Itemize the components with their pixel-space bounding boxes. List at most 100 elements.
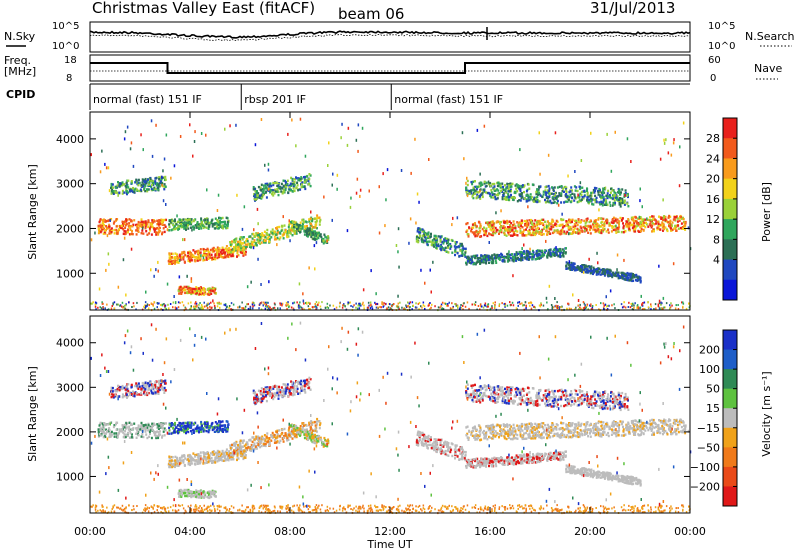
power-cell	[503, 303, 506, 306]
power-cell	[193, 226, 196, 230]
power-cell	[595, 269, 598, 272]
power-cell	[634, 279, 637, 282]
power-cell	[207, 257, 210, 260]
power-cell	[503, 232, 506, 235]
power-cell	[602, 228, 605, 231]
power-cell	[152, 303, 154, 306]
power-cell	[409, 217, 412, 221]
power-cell	[529, 198, 532, 201]
power-cell	[169, 261, 172, 264]
power-cell	[504, 304, 506, 307]
power-cell	[440, 248, 443, 252]
power-cell	[230, 254, 233, 258]
power-cell	[514, 233, 517, 236]
power-cell	[196, 291, 198, 294]
power-cell	[110, 182, 113, 186]
power-cell	[317, 236, 320, 240]
power-cell	[155, 268, 157, 272]
power-cell	[500, 209, 502, 213]
power-cell	[595, 187, 598, 190]
power-cell	[507, 233, 510, 236]
power-cell	[627, 205, 630, 208]
power-cell	[418, 231, 420, 234]
power-cell	[583, 229, 586, 232]
power-cell	[179, 224, 182, 228]
power-cell	[511, 228, 514, 232]
power-cell	[361, 303, 364, 306]
power-cell	[525, 228, 527, 231]
power-cell	[548, 195, 551, 198]
power-cell	[647, 306, 650, 309]
power-cell	[435, 238, 438, 241]
power-cell	[684, 228, 687, 231]
power-cell	[455, 304, 457, 307]
power-cell	[670, 302, 672, 305]
power-cell	[555, 253, 558, 257]
power-cell	[123, 222, 126, 226]
power-cell	[551, 186, 553, 189]
power-cell	[602, 198, 605, 201]
power-cell	[168, 219, 171, 223]
power-cell	[193, 290, 196, 294]
power-cell	[558, 192, 561, 195]
power-cell	[618, 198, 621, 201]
power-cell	[528, 187, 531, 190]
power-cell	[545, 296, 548, 300]
power-cell	[612, 201, 615, 205]
power-cell	[495, 261, 498, 264]
power-cell	[447, 245, 449, 248]
power-cell	[277, 193, 280, 197]
power-cell	[123, 229, 126, 233]
power-cell	[316, 232, 319, 235]
power-cell	[273, 181, 276, 185]
power-cell	[570, 186, 573, 189]
power-cell	[493, 253, 496, 256]
power-cell	[554, 223, 556, 227]
power-cell	[308, 177, 311, 181]
power-cell	[531, 183, 534, 186]
power-cell	[293, 183, 296, 187]
power-cell	[243, 241, 246, 244]
power-cell	[284, 183, 287, 187]
power-cell	[554, 222, 557, 225]
power-cell	[178, 275, 181, 279]
power-cell	[254, 242, 257, 245]
power-cell	[196, 223, 198, 226]
power-cell	[623, 199, 626, 202]
power-cell	[544, 220, 546, 223]
power-cell	[608, 268, 611, 272]
power-cell	[544, 249, 547, 252]
power-cell	[94, 301, 97, 304]
power-cell	[161, 218, 164, 222]
power-cell	[178, 218, 181, 221]
power-cell	[471, 231, 474, 234]
power-cell	[507, 190, 510, 193]
power-cell	[239, 241, 242, 244]
power-cell	[587, 225, 590, 228]
power-cell	[420, 268, 422, 272]
power-cell	[266, 301, 268, 304]
power-cell	[234, 239, 237, 242]
power-cell	[252, 232, 255, 236]
power-cell	[211, 258, 213, 261]
power-cell	[137, 184, 140, 187]
power-cell	[309, 217, 312, 220]
power-cell	[298, 228, 301, 231]
power-cell	[178, 286, 181, 290]
power-cell	[314, 267, 316, 271]
power-cell	[222, 225, 225, 228]
power-cell	[286, 307, 288, 310]
power-cell	[243, 248, 246, 251]
power-cell	[177, 301, 180, 304]
power-cell	[297, 229, 300, 232]
power-cell	[605, 219, 607, 222]
power-cell	[512, 220, 515, 223]
power-cell	[184, 226, 187, 229]
power-cell	[323, 233, 326, 236]
power-cell	[164, 175, 167, 179]
power-cell	[632, 273, 635, 277]
power-cell	[483, 226, 485, 229]
power-cell	[636, 306, 638, 309]
power-cell	[228, 253, 231, 256]
power-cell	[177, 226, 179, 229]
